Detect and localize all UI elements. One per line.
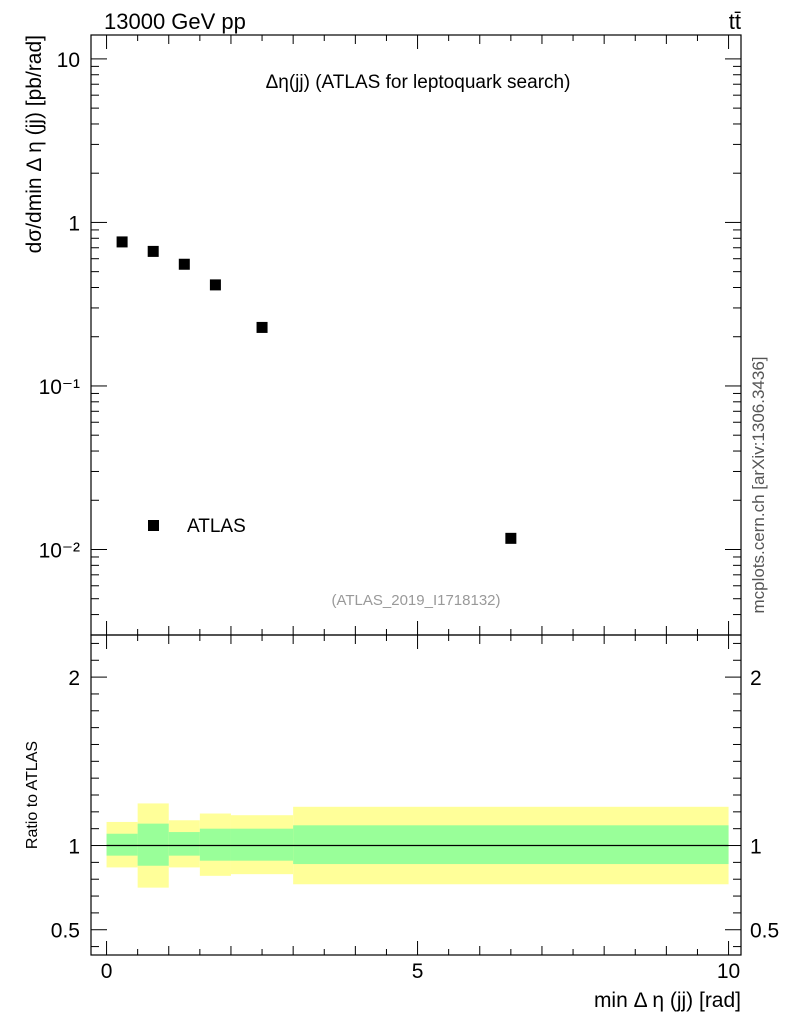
ratio-y-tick-label-right: 2	[750, 667, 762, 690]
ratio-y-axis-label: Ratio to ATLAS	[24, 741, 41, 849]
ratio-band-inner-bin-0	[106, 833, 138, 856]
main-panel-axes: 10 1 10⁻¹ 10⁻²	[39, 34, 742, 636]
x-tick-label: 0	[101, 960, 113, 983]
ratio-band-inner-bin-2	[168, 832, 200, 856]
ratio-y-tick-label-left: 1	[68, 836, 80, 859]
main-y-tick-label: 1	[68, 212, 80, 235]
analysis-annotation: (ATLAS_2019_I1718132)	[331, 592, 500, 609]
atlas-data-point	[147, 245, 159, 257]
ratio-y-tick-label-left: 0.5	[51, 920, 80, 943]
main-panel-frame	[90, 34, 742, 636]
x-tick-label: 5	[412, 960, 424, 983]
atlas-data-point	[256, 321, 268, 333]
data-markers	[116, 236, 517, 544]
process-label: tt̄	[729, 9, 741, 34]
main-y-tick-label: 10⁻²	[39, 539, 80, 562]
main-y-tick-label: 10	[57, 49, 80, 72]
main-y-tick-label: 10⁻¹	[39, 376, 80, 399]
atlas-data-point	[178, 258, 190, 270]
ratio-panel-frame	[90, 634, 742, 956]
side-note: mcplots.cern.ch [arXiv:1306.3436]	[749, 356, 768, 613]
energy-label: 13000 GeV pp	[104, 9, 246, 34]
ratio-panel-bands	[106, 803, 729, 888]
ratio-band-inner-bin-1	[137, 823, 169, 866]
x-tick-label: 10	[717, 960, 740, 983]
legend-label-atlas: ATLAS	[187, 516, 246, 537]
main-y-axis-label: dσ/dmin Δ η (jj) [pb/rad]	[23, 35, 46, 253]
ratio-band-inner-bin-4	[230, 828, 294, 861]
atlas-data-point	[505, 532, 517, 544]
x-axis-label: min Δ η (jj) [rad]	[594, 989, 741, 1012]
ratio-y-tick-label-right: 1	[750, 836, 762, 859]
ratio-y-tick-label-right: 0.5	[750, 920, 779, 943]
atlas-data-point	[116, 236, 128, 248]
atlas-data-point	[209, 279, 221, 291]
ratio-band-inner-bin-3	[199, 828, 231, 861]
legend-marker-atlas	[148, 520, 159, 531]
plot-title: Δη(jj) (ATLAS for leptoquark search)	[266, 72, 571, 93]
ratio-y-tick-label-left: 2	[68, 667, 80, 690]
ratio-band-inner-bin-5	[293, 825, 729, 865]
ratio-panel-axes: 0 5 10 2 2 1 1 0.5 0.5	[51, 634, 779, 983]
